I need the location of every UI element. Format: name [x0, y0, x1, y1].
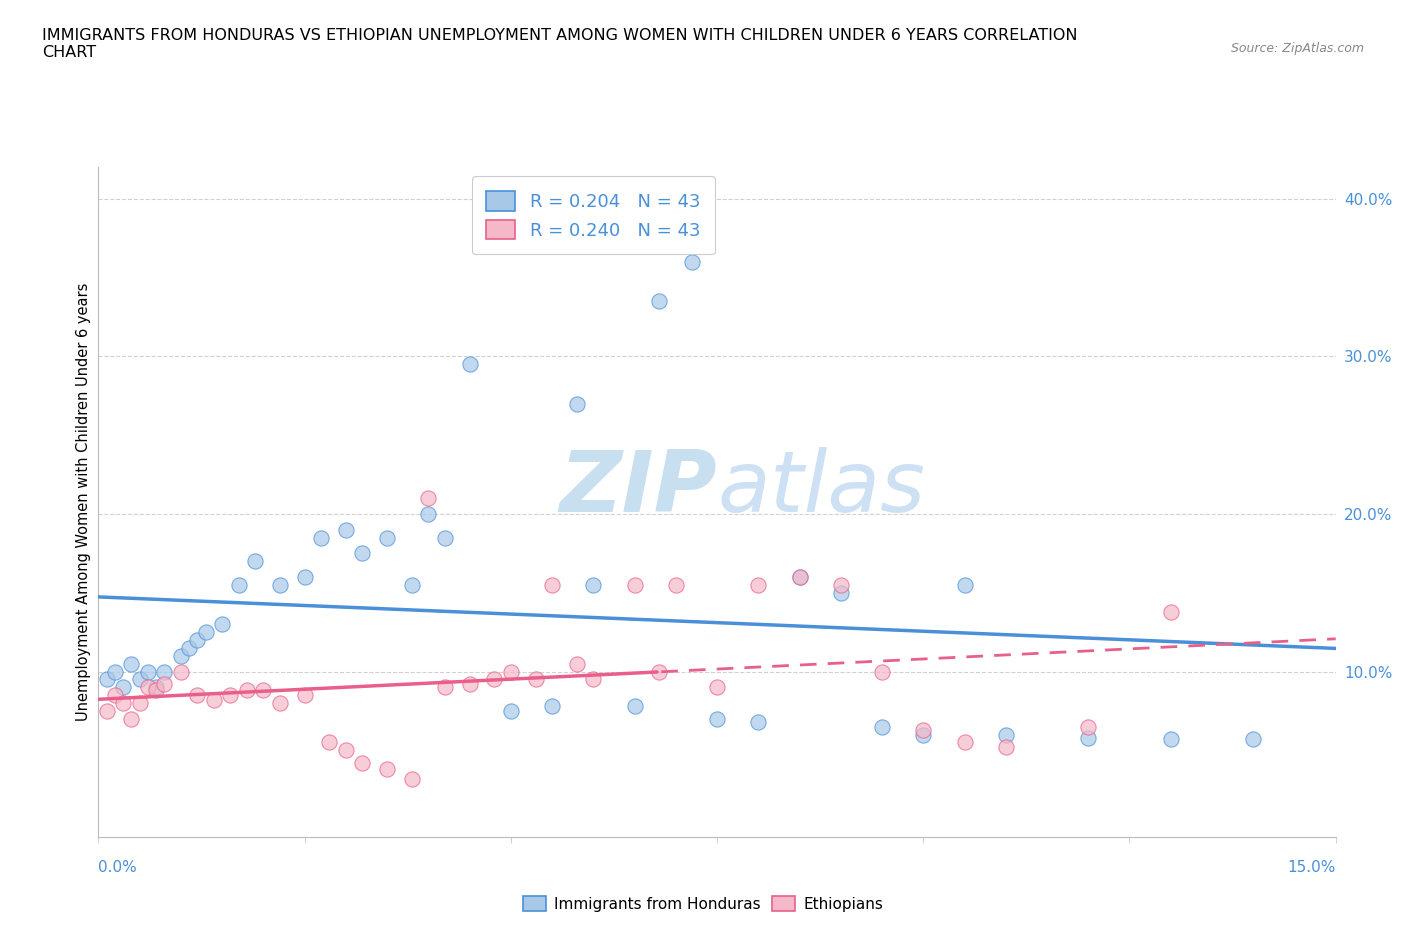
- Point: [830, 578, 852, 592]
- Point: [136, 664, 159, 679]
- Point: [665, 578, 688, 592]
- Text: 15.0%: 15.0%: [1288, 860, 1336, 875]
- Point: [912, 727, 935, 742]
- Point: [458, 357, 481, 372]
- Point: [352, 755, 374, 770]
- Point: [458, 677, 481, 692]
- Point: [433, 680, 456, 695]
- Point: [186, 688, 208, 703]
- Point: [335, 743, 357, 758]
- Point: [335, 523, 357, 538]
- Point: [96, 672, 118, 687]
- Point: [648, 294, 671, 309]
- Point: [747, 578, 769, 592]
- Point: [145, 683, 167, 698]
- Point: [186, 632, 208, 647]
- Point: [912, 723, 935, 737]
- Legend: R = 0.204   N = 43, R = 0.240   N = 43: R = 0.204 N = 43, R = 0.240 N = 43: [472, 177, 714, 254]
- Point: [352, 546, 374, 561]
- Point: [112, 696, 135, 711]
- Point: [418, 507, 440, 522]
- Point: [1160, 604, 1182, 619]
- Point: [120, 711, 142, 726]
- Point: [120, 657, 142, 671]
- Point: [104, 664, 127, 679]
- Point: [104, 688, 127, 703]
- Point: [153, 677, 176, 692]
- Point: [269, 696, 291, 711]
- Point: [1241, 732, 1264, 747]
- Point: [623, 578, 645, 592]
- Point: [153, 664, 176, 679]
- Text: IMMIGRANTS FROM HONDURAS VS ETHIOPIAN UNEMPLOYMENT AMONG WOMEN WITH CHILDREN UND: IMMIGRANTS FROM HONDURAS VS ETHIOPIAN UN…: [42, 28, 1077, 60]
- Point: [870, 664, 893, 679]
- Point: [309, 530, 332, 545]
- Text: atlas: atlas: [717, 447, 925, 530]
- Point: [170, 648, 193, 663]
- Point: [747, 714, 769, 729]
- Point: [433, 530, 456, 545]
- Point: [541, 698, 564, 713]
- Point: [269, 578, 291, 592]
- Point: [582, 578, 605, 592]
- Point: [524, 672, 547, 687]
- Point: [789, 569, 811, 584]
- Point: [681, 255, 703, 270]
- Point: [565, 657, 588, 671]
- Point: [953, 735, 976, 750]
- Text: Source: ZipAtlas.com: Source: ZipAtlas.com: [1230, 42, 1364, 55]
- Point: [1077, 730, 1099, 745]
- Point: [294, 688, 316, 703]
- Point: [128, 696, 150, 711]
- Point: [870, 719, 893, 734]
- Point: [318, 735, 340, 750]
- Point: [994, 739, 1017, 754]
- Point: [170, 664, 193, 679]
- Point: [202, 693, 225, 708]
- Point: [499, 703, 522, 718]
- Legend: Immigrants from Honduras, Ethiopians: Immigrants from Honduras, Ethiopians: [517, 890, 889, 918]
- Point: [236, 683, 259, 698]
- Point: [484, 672, 506, 687]
- Point: [179, 641, 201, 656]
- Point: [375, 530, 398, 545]
- Point: [252, 683, 274, 698]
- Point: [375, 762, 398, 777]
- Point: [994, 727, 1017, 742]
- Point: [706, 680, 728, 695]
- Point: [789, 569, 811, 584]
- Point: [953, 578, 976, 592]
- Text: ZIP: ZIP: [560, 447, 717, 530]
- Point: [243, 554, 266, 569]
- Point: [541, 578, 564, 592]
- Point: [648, 664, 671, 679]
- Point: [706, 711, 728, 726]
- Text: 0.0%: 0.0%: [98, 860, 138, 875]
- Point: [112, 680, 135, 695]
- Point: [1160, 732, 1182, 747]
- Point: [582, 672, 605, 687]
- Point: [565, 396, 588, 411]
- Point: [499, 664, 522, 679]
- Point: [211, 617, 233, 631]
- Point: [623, 698, 645, 713]
- Point: [194, 625, 217, 640]
- Point: [136, 680, 159, 695]
- Point: [96, 703, 118, 718]
- Point: [418, 491, 440, 506]
- Point: [1077, 719, 1099, 734]
- Point: [219, 688, 242, 703]
- Y-axis label: Unemployment Among Women with Children Under 6 years: Unemployment Among Women with Children U…: [76, 283, 91, 722]
- Point: [401, 578, 423, 592]
- Point: [228, 578, 250, 592]
- Point: [401, 771, 423, 786]
- Point: [294, 569, 316, 584]
- Point: [128, 672, 150, 687]
- Point: [145, 680, 167, 695]
- Point: [830, 585, 852, 600]
